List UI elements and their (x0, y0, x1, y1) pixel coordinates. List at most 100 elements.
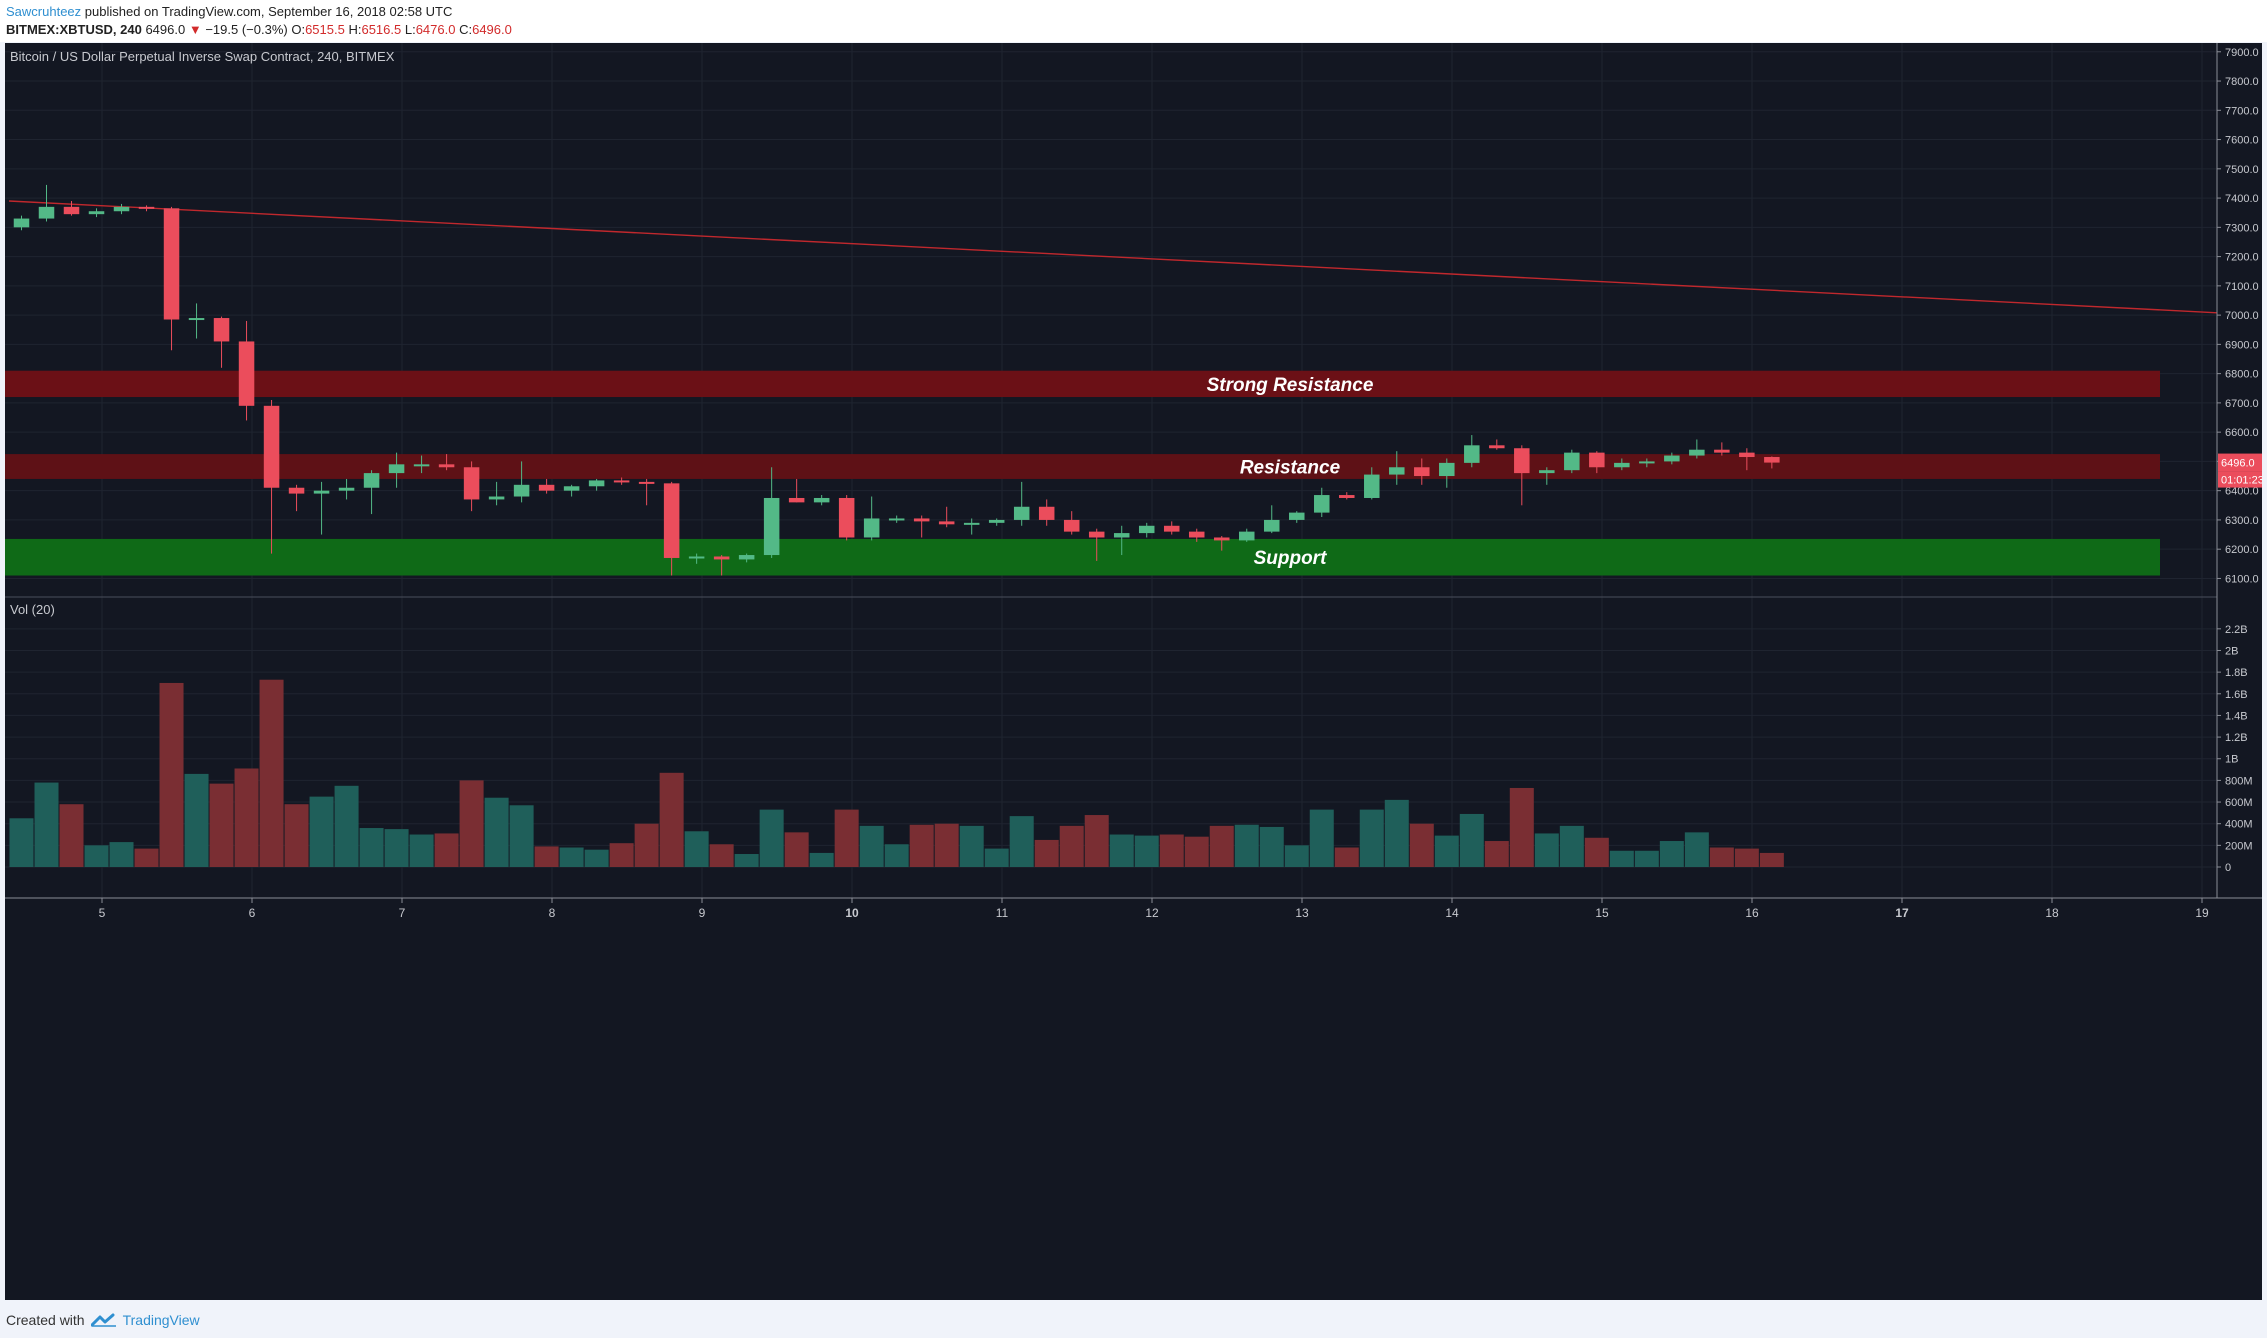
tradingview-logo-icon (90, 1313, 116, 1327)
volume-bar (1384, 799, 1409, 867)
chart-background (5, 43, 2262, 1300)
price-tick-label: 7500.0 (2225, 164, 2259, 176)
volume-bar (34, 782, 59, 867)
volume-tick-label: 0 (2225, 862, 2231, 874)
candle-body (188, 318, 205, 321)
volume-bar (1159, 834, 1184, 867)
candle-body (163, 208, 180, 320)
volume-bar (1734, 848, 1759, 867)
candle-body (1514, 448, 1530, 474)
volume-bar (84, 845, 109, 867)
volume-bar (784, 832, 809, 867)
candle-body (1489, 445, 1505, 449)
price-tick-label: 7900.0 (2225, 47, 2259, 59)
price-tick-label: 7400.0 (2225, 193, 2259, 205)
price-tick-label: 6900.0 (2225, 339, 2259, 351)
candle-body (1314, 495, 1330, 513)
chart-title: Bitcoin / US Dollar Perpetual Inverse Sw… (10, 49, 395, 64)
volume-bar (459, 780, 484, 867)
candle-body (1213, 537, 1230, 541)
author-link[interactable]: Sawcruhteez (6, 4, 82, 19)
price-tick-label: 6400.0 (2225, 486, 2259, 498)
volume-bar (559, 847, 584, 867)
volume-tick-label: 400M (2225, 819, 2253, 831)
candle-body (1714, 449, 1730, 453)
candle-body (363, 473, 380, 488)
volume-bar (1684, 832, 1709, 867)
volume-tick-label: 1B (2225, 754, 2238, 766)
candle-body (1364, 474, 1380, 498)
candle-body (1339, 495, 1355, 498)
time-tick-label: 7 (399, 906, 406, 920)
candle-body (138, 206, 155, 209)
time-tick-label: 5 (99, 906, 106, 920)
candle-body (963, 522, 980, 525)
zone-rect (5, 538, 2160, 576)
price-tick-label: 7800.0 (2225, 76, 2259, 88)
volume-bar (334, 785, 359, 867)
candle-body (1689, 449, 1705, 456)
volume-bar (1209, 825, 1234, 867)
candle-body (838, 497, 855, 538)
candle-body (38, 206, 55, 219)
candle-body (1138, 525, 1155, 534)
volume-bar (1759, 852, 1784, 867)
price-tick-label: 6100.0 (2225, 573, 2259, 585)
low-value: 6476.0 (415, 22, 456, 37)
volume-bar (959, 825, 984, 867)
volume-bar (1409, 823, 1434, 867)
candle-body (1264, 519, 1280, 532)
candle-body (263, 405, 280, 488)
candle-body (63, 206, 80, 215)
volume-tick-label: 2B (2225, 645, 2238, 657)
countdown-tag (2218, 471, 2262, 488)
volume-tick-label: 1.6B (2225, 689, 2248, 701)
candle-body (1539, 470, 1555, 474)
candle-body (1013, 506, 1030, 520)
time-tick-label: 9 (699, 906, 706, 920)
countdown-label: 01:01:23 (2221, 475, 2262, 487)
close-label: C: (459, 22, 473, 37)
candle-body (788, 497, 805, 503)
price-tick-label: 6800.0 (2225, 369, 2259, 381)
zone-rect (5, 454, 2160, 479)
candle-body (813, 497, 830, 503)
volume-bar (884, 844, 909, 867)
volume-bar (1559, 825, 1584, 867)
symbol-line: BITMEX:XBTUSD, 240 6496.0 ▼ −19.5 (−0.3%… (6, 22, 512, 37)
candle-body (1564, 452, 1580, 471)
volume-bar (134, 848, 159, 867)
chart-svg[interactable]: Strong Resistance Resistance Support Bitcoi… (5, 43, 2262, 1300)
volume-bar (734, 854, 759, 867)
price-tick-label: 7100.0 (2225, 281, 2259, 293)
price-change: −19.5 (−0.3%) (205, 22, 288, 37)
price-tick-label: 7600.0 (2225, 135, 2259, 147)
published-text: published on TradingView.com, September … (84, 4, 453, 19)
candle-body (88, 211, 105, 215)
candle-body (1414, 467, 1430, 477)
volume-bar (1434, 835, 1459, 867)
price-tick-label: 6600.0 (2225, 427, 2259, 439)
volume-tick-label: 1.4B (2225, 710, 2248, 722)
time-tick-label: 16 (1745, 906, 1759, 920)
volume-bar (684, 831, 709, 867)
volume-bar (609, 843, 634, 867)
candle-body (1113, 533, 1130, 538)
candle-body (588, 480, 605, 487)
last-price-label: 6496.0 (2221, 458, 2255, 470)
chart-area[interactable]: Strong Resistance Resistance Support Bitcoi… (5, 43, 2262, 1300)
candle-body (688, 556, 705, 559)
candle-body (213, 318, 230, 342)
symbol-label: BITMEX:XBTUSD, 240 (6, 22, 142, 37)
tradingview-link[interactable]: TradingView (122, 1312, 200, 1328)
volume-bar (709, 844, 734, 867)
volume-bar (284, 804, 309, 867)
candle-body (888, 518, 905, 521)
volume-bar (109, 842, 134, 867)
time-tick-label: 6 (249, 906, 256, 920)
volume-bar (1634, 850, 1659, 867)
volume-bar (234, 768, 259, 867)
volume-bar (859, 825, 884, 867)
time-tick-label: 19 (2195, 906, 2209, 920)
volume-tick-label: 800M (2225, 775, 2253, 787)
